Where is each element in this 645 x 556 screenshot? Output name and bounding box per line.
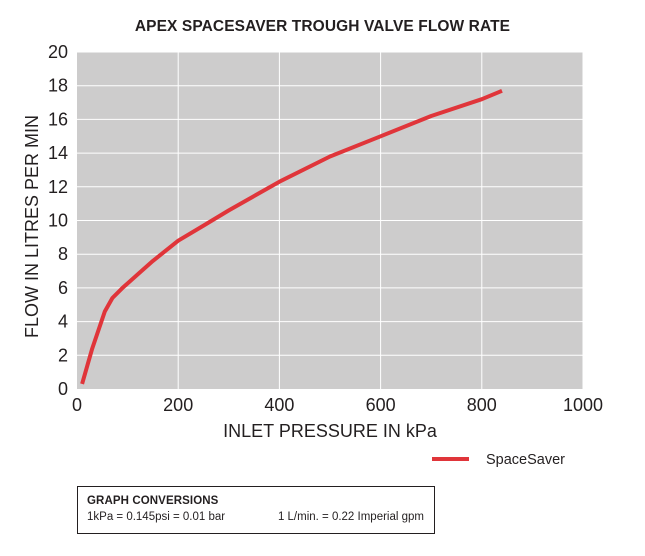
y-tick-label-10: 10 xyxy=(48,211,68,231)
x-tick-label-800: 800 xyxy=(467,395,497,415)
y-tick-label-4: 4 xyxy=(58,312,68,332)
pressure-conversion: 1kPa = 0.145psi = 0.01 bar xyxy=(87,511,226,523)
conversions-title: GRAPH CONVERSIONS xyxy=(87,495,219,507)
y-tick-label-16: 16 xyxy=(48,109,68,129)
grid-lines xyxy=(77,51,584,389)
legend: SpaceSaver xyxy=(432,452,565,468)
chart-title: APEX SPACESAVER TROUGH VALVE FLOW RATE xyxy=(134,18,511,35)
y-tick-label-2: 2 xyxy=(58,345,68,365)
x-tick-label-0: 0 xyxy=(72,395,82,415)
legend-label-spacesaver: SpaceSaver xyxy=(486,452,565,468)
graph-conversions-box: GRAPH CONVERSIONS 1kPa = 0.145psi = 0.01… xyxy=(77,486,435,534)
y-tick-label-6: 6 xyxy=(58,278,68,298)
flow-conversion: 1 L/min. = 0.22 Imperial gpm xyxy=(277,511,424,523)
y-tick-label-14: 14 xyxy=(48,143,68,163)
y-tick-label-8: 8 xyxy=(58,244,68,264)
conversions-row: 1kPa = 0.145psi = 0.01 bar 1 L/min. = 0.… xyxy=(87,511,424,523)
x-tick-label-400: 400 xyxy=(264,395,294,415)
y-axis-title: FLOW IN LITRES PER MIN xyxy=(22,115,42,338)
y-tick-label-18: 18 xyxy=(48,76,68,96)
x-axis-title: INLET PRESSURE IN kPa xyxy=(223,421,438,441)
series-line-spacesaver xyxy=(80,88,503,385)
x-tick-label-200: 200 xyxy=(163,395,193,415)
x-tick-label-1000: 1000 xyxy=(563,395,603,415)
y-tick-label-0: 0 xyxy=(58,379,68,399)
x-tick-label-600: 600 xyxy=(366,395,396,415)
y-tick-label-20: 20 xyxy=(48,42,68,62)
y-tick-label-12: 12 xyxy=(48,177,68,197)
